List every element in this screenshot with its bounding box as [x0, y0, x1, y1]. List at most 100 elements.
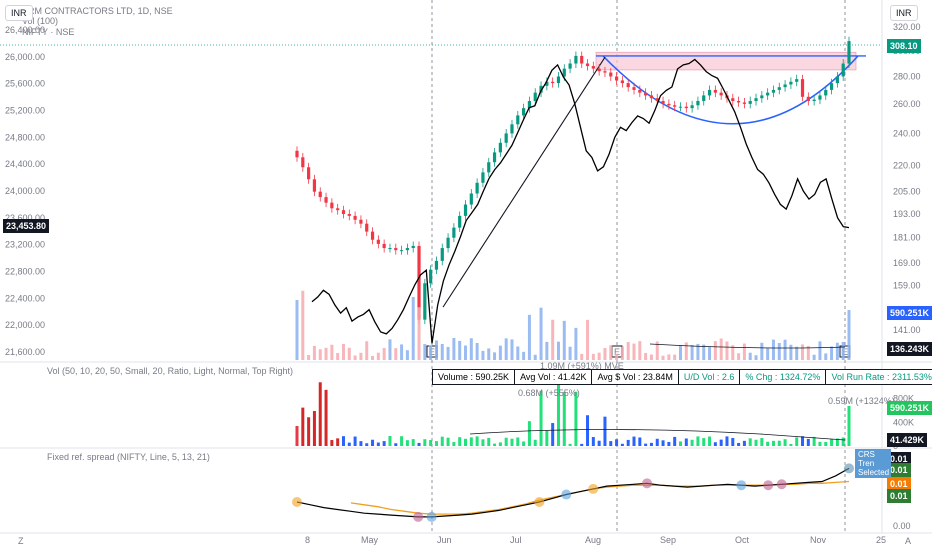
vol-annotation-1: 0.68M (+555%) [518, 388, 580, 398]
candle-body [307, 167, 311, 180]
volume-bar [748, 352, 752, 360]
earnings-marker-label: E [614, 347, 620, 357]
spread-signal-dot [642, 478, 653, 489]
volume-ma-chip: 136.243K [887, 342, 932, 356]
volume-bar [801, 344, 805, 360]
volume2-bar [318, 382, 322, 446]
volume2-bar [551, 423, 555, 446]
volume2-bar [708, 436, 712, 446]
volume-last-chip: 590.251K [887, 306, 932, 320]
left-axis-tick: 26,000.00 [5, 52, 45, 62]
volume-indicator-legend: Vol (50, 10, 20, 50, Small, 20, Ratio, L… [47, 366, 293, 376]
volume2-bar [301, 407, 305, 446]
volume-bar [312, 345, 316, 360]
volume-stats-table: Volume : 590.25K Avg Vol : 41.42K Avg $ … [432, 369, 932, 385]
candle-body [597, 68, 601, 72]
volume2-bar [562, 391, 566, 446]
candle-body [551, 81, 555, 84]
volume2-bar [591, 437, 595, 446]
volume-bar [661, 355, 665, 360]
right-axis-tick: 205.00 [893, 187, 921, 197]
last-price-chip: 308.10 [887, 39, 921, 53]
volume-bar [464, 345, 468, 360]
currency-left-button[interactable]: INR [5, 5, 33, 21]
stat-ud-vol: U/D Vol : 2.6 [679, 370, 741, 384]
left-axis-tick: 24,800.00 [5, 132, 45, 142]
trend-line [442, 56, 606, 308]
spread-chip-c: 0.01 [887, 477, 911, 491]
candle-body [742, 102, 747, 104]
volume2-bar [615, 439, 619, 446]
volume-bar [806, 345, 810, 360]
left-axis-tick: 25,600.00 [5, 79, 45, 89]
volume2-bar [649, 442, 653, 446]
volume2-bar [632, 436, 636, 446]
volume2-bar [434, 441, 438, 446]
left-axis-tick: 22,800.00 [5, 267, 45, 277]
x-axis-tick: Jun [437, 535, 452, 545]
volume2-bar [324, 389, 328, 446]
candle-body [795, 79, 799, 82]
x-axis-tick: Sep [660, 535, 676, 545]
volume-bar [562, 320, 566, 360]
volume-bar [330, 344, 334, 360]
spread-signal-dot [534, 497, 545, 507]
right-axis-tick: 159.00 [893, 281, 921, 291]
volume2-bar [388, 436, 392, 446]
volume-bar [359, 352, 363, 360]
left-axis-tick: 24,400.00 [5, 159, 45, 169]
volume2-bar [475, 436, 479, 446]
volume2-bar [806, 438, 810, 446]
volume2-bar [789, 443, 793, 446]
volume2-bar [801, 436, 805, 446]
candle-body [341, 210, 346, 214]
currency-right-button[interactable]: INR [890, 5, 918, 21]
volume-bar [626, 342, 630, 360]
volume2-bar [464, 438, 468, 446]
volume2-bar [830, 439, 834, 446]
candle-body [626, 83, 630, 88]
rs-trend-badge: CRS Tren Selected Toy Nigh [855, 449, 891, 495]
stat-volume: Volume : 590.25K [433, 370, 516, 384]
candle-body [632, 87, 636, 90]
candle-body [330, 202, 334, 209]
volume-bar [568, 346, 572, 360]
volume2-bar [365, 443, 369, 446]
volume-bar [841, 341, 845, 360]
volume2-bar [678, 441, 682, 446]
volume-bar [586, 319, 590, 360]
volume2-bar [341, 436, 345, 446]
volume-bar [702, 344, 706, 360]
volume2-bar [359, 441, 363, 446]
candle-body [417, 245, 421, 320]
volume-bar [754, 355, 758, 360]
volume2-bar [795, 437, 799, 446]
volume2-bar [417, 442, 421, 446]
volume-bar [382, 348, 386, 360]
volume2-bar [353, 436, 357, 446]
volume2-bar [586, 415, 590, 446]
volume2-bar [307, 417, 311, 446]
volume2-bar [783, 439, 787, 446]
volume2-bar [510, 438, 514, 446]
volume-bar [620, 346, 624, 360]
candle-body [324, 197, 328, 203]
volume-bar [400, 344, 404, 360]
candle-body [336, 208, 340, 211]
volume-bar [545, 341, 549, 360]
volume-bar [504, 338, 508, 360]
volume2-bar [626, 439, 630, 446]
volume-bar [411, 296, 415, 360]
volume2-bar [580, 443, 584, 446]
candle-body [312, 179, 317, 192]
volume-bar [742, 343, 746, 360]
volume2-bar [748, 438, 752, 446]
volume2-bar [702, 438, 706, 446]
right-axis-tick: 260.00 [893, 99, 921, 109]
volume-bar [684, 342, 688, 360]
volume-bar [510, 339, 514, 360]
spread-line [296, 467, 850, 518]
volume2-bar [371, 439, 375, 446]
left-axis-tick: 22,000.00 [5, 320, 45, 330]
